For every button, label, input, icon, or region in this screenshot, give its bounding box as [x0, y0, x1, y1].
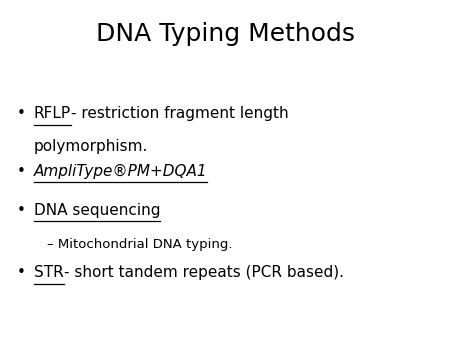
Text: polymorphism.: polymorphism.	[34, 139, 148, 153]
Text: - short tandem repeats (PCR based).: - short tandem repeats (PCR based).	[63, 265, 343, 280]
Text: STR: STR	[34, 265, 63, 280]
Text: •: •	[17, 106, 26, 121]
Text: DNA sequencing: DNA sequencing	[34, 203, 160, 218]
Text: •: •	[17, 203, 26, 218]
Text: •: •	[17, 164, 26, 179]
Text: - restriction fragment length: - restriction fragment length	[71, 106, 288, 121]
Text: RFLP: RFLP	[34, 106, 71, 121]
Text: AmpliType®PM+DQA1: AmpliType®PM+DQA1	[34, 164, 207, 179]
Text: – Mitochondrial DNA typing.: – Mitochondrial DNA typing.	[47, 238, 233, 251]
Text: •: •	[17, 265, 26, 280]
Text: DNA Typing Methods: DNA Typing Methods	[95, 22, 355, 46]
